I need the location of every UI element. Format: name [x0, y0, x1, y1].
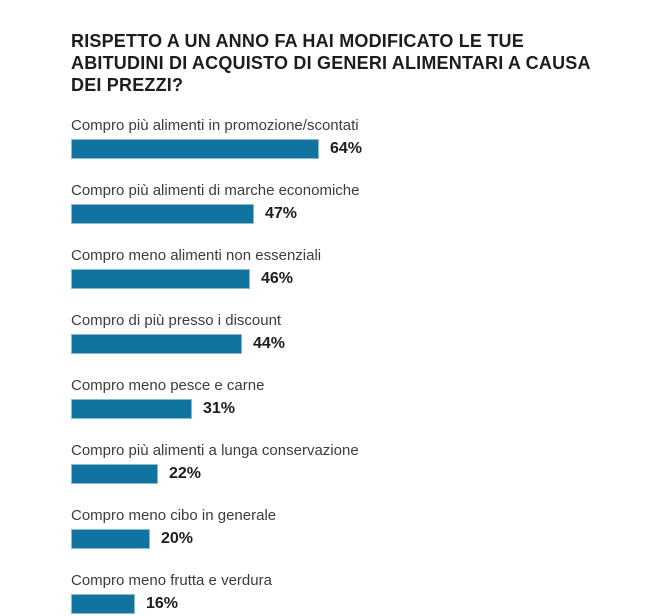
bar-label: Compro più alimenti a lunga conservazion… [71, 442, 359, 459]
bar-track: 16% [71, 594, 650, 614]
bar-value: 64% [330, 140, 363, 157]
bar-track: 20% [71, 529, 650, 549]
bar [71, 594, 135, 614]
bar-track: 46% [71, 269, 650, 289]
bar-track: 22% [71, 464, 650, 484]
bar-row: Compro meno pesce e carne 31% [71, 376, 650, 419]
bar [71, 464, 158, 484]
bar-row: Compro di più presso i discount 44% [71, 311, 650, 354]
bar [71, 399, 192, 419]
bar-label: Compro più alimenti in promozione/sconta… [71, 117, 359, 134]
bar-label: Compro meno cibo in generale [71, 507, 277, 524]
bar [71, 204, 254, 224]
bar-row: Compro più alimenti in promozione/sconta… [71, 116, 650, 159]
bar [71, 529, 150, 549]
bar-row: Compro meno frutta e verdura 16% [71, 571, 650, 614]
bar-row: Compro più alimenti a lunga conservazion… [71, 441, 650, 484]
bar [71, 139, 319, 159]
bar-track: 31% [71, 399, 650, 419]
bar [71, 334, 242, 354]
bar-row: Compro meno cibo in generale 20% [71, 506, 650, 549]
chart-title: RISPETTO A UN ANNO FA HAI MODIFICATO LE … [71, 31, 591, 95]
bar-track: 47% [71, 204, 650, 224]
bar-value: 22% [169, 465, 202, 482]
bar-track: 44% [71, 334, 650, 354]
bar-label: Compro meno frutta e verdura [71, 572, 272, 589]
bar-label: Compro di più presso i discount [71, 312, 282, 329]
bar-label: Compro meno alimenti non essenziali [71, 247, 322, 264]
bar-label: Compro meno pesce e carne [71, 377, 265, 394]
bar-rows: Compro più alimenti in promozione/sconta… [71, 116, 650, 614]
bar-value: 16% [146, 595, 179, 612]
bar-value: 20% [161, 530, 194, 547]
bar-value: 44% [253, 335, 286, 352]
bar-value: 46% [261, 270, 294, 287]
bar-value: 47% [265, 205, 298, 222]
bar-row: Compro meno alimenti non essenziali 46% [71, 246, 650, 289]
bar-value: 31% [203, 400, 236, 417]
bar [71, 269, 250, 289]
bar-track: 64% [71, 139, 650, 159]
bar-row: Compro più alimenti di marche economiche… [71, 181, 650, 224]
bar-label: Compro più alimenti di marche economiche [71, 182, 360, 199]
